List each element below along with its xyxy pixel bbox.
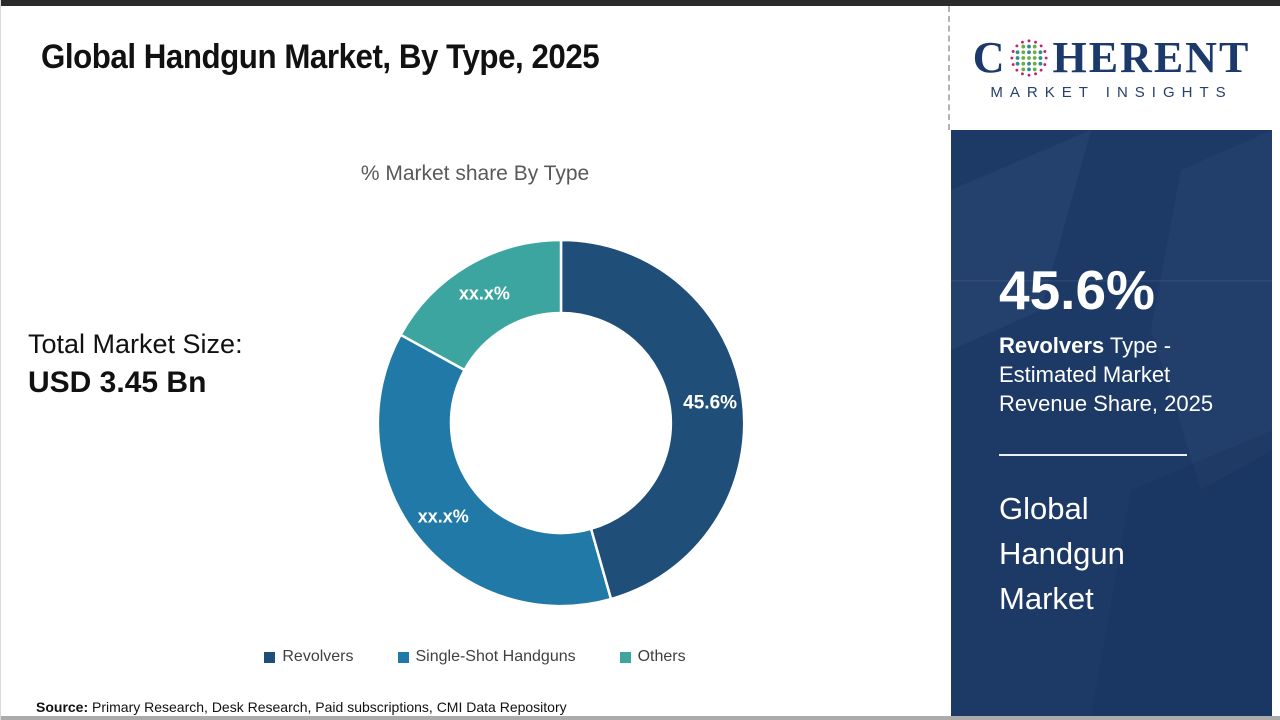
donut-chart: 45.6% xx.x% xx.x%: [371, 233, 751, 613]
sidebar-map-texture: [951, 130, 1272, 716]
coherent-globe-icon: [1010, 38, 1049, 77]
panel-title: Global Handgun Market: [999, 486, 1242, 621]
stat-value: 45.6%: [999, 259, 1155, 321]
stat-divider: [999, 453, 1187, 456]
sidebar-divider-dashed: [948, 6, 950, 130]
legend-label: Others: [637, 648, 686, 665]
logo-letter-c: C: [972, 32, 1007, 82]
donut-segment-single-shot-handguns: [376, 333, 613, 608]
total-market-size-value: USD 3.45 Bn: [28, 366, 207, 399]
source-note: Source: Primary Research, Desk Research,…: [36, 699, 567, 715]
legend-swatch: [397, 651, 409, 663]
donut-label-single-shot-handguns: xx.x%: [418, 507, 469, 527]
bottom-bar: [1, 716, 1280, 720]
legend-swatch: [264, 651, 276, 663]
main-content: Global Handgun Market, By Type, 2025 % M…: [1, 6, 949, 716]
panel-title-line1: Global: [999, 490, 1089, 526]
stat-desc-line1: Revolvers Type -: [999, 331, 1242, 360]
donut-segment-others: [398, 238, 563, 372]
donut-label-others: xx.x%: [459, 284, 510, 304]
total-market-size: Total Market Size: USD 3.45 Bn: [28, 329, 243, 400]
legend-label: Revolvers: [282, 648, 354, 665]
source-label: Source:: [36, 699, 89, 715]
chart-legend: Revolvers Single-Shot Handguns Others: [1, 648, 949, 666]
legend-swatch: [619, 651, 631, 663]
logo-word-rest: HERENT: [1052, 32, 1251, 82]
coherent-logo-subtitle: MARKET INSIGHTS: [990, 83, 1233, 101]
chart-title: % Market share By Type: [360, 162, 590, 185]
donut-segment-revolvers: [559, 238, 746, 601]
panel-title-line3: Market: [999, 580, 1094, 616]
coherent-logo: C HERENT MARKET INSIGHTS: [951, 6, 1272, 130]
donut-label-revolvers: 45.6%: [683, 392, 737, 413]
top-bar: [1, 0, 1280, 6]
total-market-size-label: Total Market Size:: [28, 329, 243, 359]
stat-desc-line2: Estimated Market: [999, 361, 1171, 387]
sidebar-content: 45.6% Revolvers Type - Estimated Market …: [999, 260, 1242, 621]
legend-item: Others: [619, 648, 686, 666]
coherent-logo-wordmark: C HERENT: [972, 32, 1251, 82]
stat-desc-line3: Revenue Share, 2025: [999, 390, 1214, 416]
legend-item: Revolvers: [264, 648, 354, 666]
donut-chart-svg: 45.6% xx.x% xx.x%: [376, 238, 746, 608]
panel-title-line2: Handgun: [999, 535, 1125, 571]
source-text: Primary Research, Desk Research, Paid su…: [88, 699, 567, 715]
legend-label: Single-Shot Handguns: [415, 648, 576, 665]
sidebar-panel: 45.6% Revolvers Type - Estimated Market …: [951, 130, 1272, 716]
stat-desc-bold: Revolvers: [999, 332, 1105, 358]
stat-description: Revolvers Type - Estimated Market Revenu…: [999, 331, 1242, 418]
stat-desc-rest: Type -: [1104, 332, 1172, 358]
page-title: Global Handgun Market, By Type, 2025: [41, 38, 600, 76]
legend-item: Single-Shot Handguns: [397, 648, 576, 666]
